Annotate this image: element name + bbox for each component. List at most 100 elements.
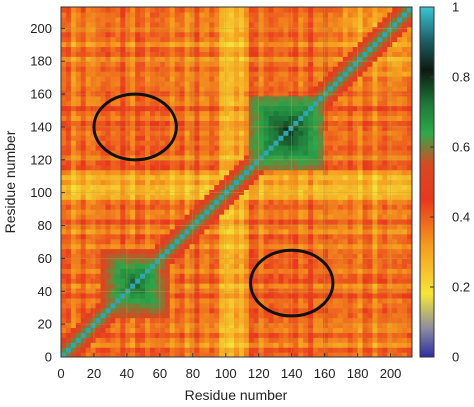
heatmap-cell (382, 169, 388, 176)
heatmap-cell (100, 85, 107, 92)
heatmap-cell (352, 135, 359, 141)
heatmap-cell (145, 71, 151, 77)
heatmap-cell (332, 85, 339, 92)
heatmap-cell (243, 268, 250, 274)
heatmap-cell (308, 278, 314, 284)
heatmap-cell (184, 327, 191, 333)
heatmap-cell (382, 352, 388, 357)
heatmap-cell (238, 36, 245, 43)
heatmap-cell (199, 248, 205, 255)
heatmap-cell (303, 228, 309, 235)
heatmap-cell (174, 189, 181, 195)
heatmap-cell (164, 209, 171, 215)
heatmap-cell (159, 233, 166, 240)
heatmap-cell (308, 283, 314, 289)
heatmap-cell (174, 327, 181, 333)
heatmap-cell (337, 263, 344, 269)
heatmap-cell (332, 238, 339, 245)
heatmap-cell (323, 11, 329, 18)
heatmap-cell (337, 46, 344, 52)
heatmap-cell (387, 184, 393, 190)
heatmap-cell (347, 105, 354, 112)
heatmap-cell (293, 268, 299, 274)
heatmap-cell (115, 56, 121, 62)
heatmap-cell (327, 169, 334, 176)
heatmap-cell (179, 342, 186, 348)
heatmap-cell (268, 149, 275, 156)
heatmap-cell (229, 120, 235, 126)
heatmap-cell (387, 233, 393, 240)
heatmap-cell (219, 159, 225, 166)
heatmap-cell (115, 184, 121, 190)
heatmap-cell (268, 218, 275, 225)
heatmap-cell (382, 209, 388, 215)
heatmap-cell (214, 154, 220, 161)
heatmap-cell (174, 292, 181, 299)
heatmap-cell (130, 174, 136, 181)
heatmap-cell (154, 41, 161, 48)
heatmap-cell (382, 214, 388, 220)
heatmap-cell (238, 26, 245, 33)
heatmap-cell (164, 347, 171, 353)
heatmap-cell (140, 184, 146, 190)
heatmap-cell (65, 164, 72, 171)
heatmap-cell (387, 85, 393, 92)
heatmap-cell (397, 189, 403, 195)
heatmap-cell (323, 302, 329, 309)
heatmap-cell (337, 278, 344, 284)
heatmap-cell (135, 145, 141, 151)
heatmap-cell (337, 36, 344, 43)
heatmap-cell (194, 263, 201, 269)
heatmap-cell (303, 233, 309, 240)
heatmap-cell (357, 238, 364, 245)
heatmap-cell (229, 179, 235, 186)
heatmap-cell (95, 159, 102, 166)
heatmap-cell (61, 31, 67, 38)
heatmap-cell (135, 199, 141, 205)
heatmap-cell (140, 218, 146, 225)
heatmap-cell (184, 21, 191, 28)
heatmap-cell (263, 204, 270, 210)
heatmap-cell (65, 149, 72, 156)
heatmap-cell (80, 159, 87, 166)
heatmap-cell (347, 61, 354, 67)
heatmap-cell (402, 337, 408, 343)
heatmap-cell (145, 179, 151, 186)
heatmap-cell (80, 228, 87, 235)
heatmap-cell (392, 273, 398, 279)
heatmap-cell (372, 76, 378, 82)
heatmap-cell (179, 125, 186, 131)
heatmap-cell (238, 194, 245, 200)
heatmap-cell (357, 223, 364, 230)
heatmap-cell (110, 174, 116, 181)
heatmap-cell (377, 347, 383, 353)
heatmap-cell (397, 199, 403, 205)
heatmap-cell (135, 26, 141, 33)
heatmap-cell (258, 21, 265, 28)
heatmap-cell (125, 268, 131, 274)
heatmap-cell (214, 61, 220, 67)
heatmap-cell (164, 110, 171, 117)
heatmap-cell (120, 76, 126, 82)
heatmap-cell (194, 218, 201, 225)
heatmap-cell (332, 342, 339, 348)
heatmap-cell (402, 135, 408, 141)
heatmap-cell (154, 51, 161, 57)
heatmap-cell (100, 110, 107, 117)
heatmap-cell (402, 80, 408, 87)
heatmap-cell (145, 233, 151, 240)
heatmap-cell (377, 283, 383, 289)
heatmap-cell (174, 307, 181, 314)
heatmap-cell (184, 278, 191, 284)
heatmap-cell (273, 337, 280, 343)
heatmap-cell (80, 278, 87, 284)
heatmap-cell (140, 135, 146, 141)
heatmap-cell (238, 327, 245, 333)
heatmap-cell (85, 110, 92, 117)
heatmap-cell (189, 71, 196, 77)
heatmap-cell (140, 125, 146, 131)
heatmap-cell (179, 145, 186, 151)
heatmap-cell (85, 154, 92, 161)
heatmap-cell (70, 302, 77, 309)
heatmap-cell (323, 61, 329, 67)
